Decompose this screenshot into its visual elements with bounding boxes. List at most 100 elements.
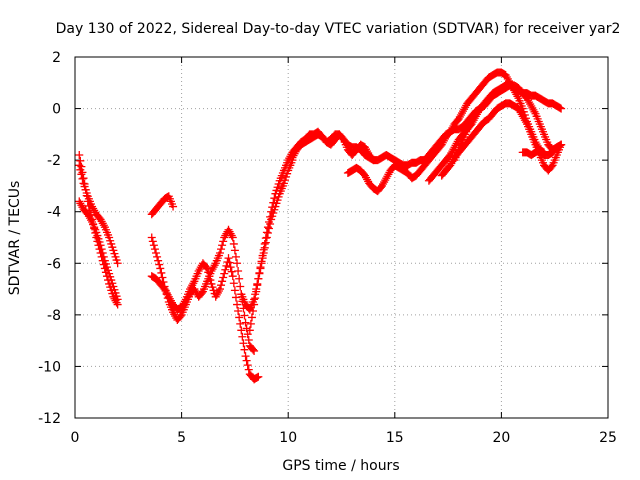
data-point-marker <box>234 306 243 315</box>
data-point-marker <box>98 248 107 257</box>
series-track-8 <box>245 127 378 335</box>
data-point-marker <box>540 148 549 157</box>
data-point-marker <box>147 233 156 242</box>
data-point-marker <box>152 248 161 257</box>
data-point-marker <box>530 107 539 116</box>
data-markers <box>75 68 566 384</box>
data-point-marker <box>214 287 223 296</box>
data-point-marker <box>270 194 279 203</box>
data-point-marker <box>240 311 249 320</box>
data-point-marker <box>228 233 237 242</box>
data-point-marker <box>235 313 244 322</box>
data-point-marker <box>215 285 224 294</box>
data-point-marker <box>259 245 268 254</box>
data-point-marker <box>220 269 229 278</box>
data-point-marker <box>231 252 240 261</box>
data-point-marker <box>180 297 189 306</box>
data-point-marker <box>244 335 253 344</box>
data-point-marker <box>242 356 251 365</box>
data-point-marker <box>239 339 248 348</box>
data-point-marker <box>237 326 246 335</box>
x-tick-label: 25 <box>599 430 617 446</box>
data-point-marker <box>111 296 120 305</box>
y-tick-label: 0 <box>52 102 61 118</box>
data-point-marker <box>227 231 236 240</box>
data-point-marker <box>227 267 236 276</box>
data-point-marker <box>226 263 235 272</box>
data-point-marker <box>269 198 278 207</box>
data-point-marker <box>217 245 226 254</box>
y-tick-label: -10 <box>38 359 61 375</box>
data-point-marker <box>75 150 84 159</box>
data-point-marker <box>221 265 230 274</box>
data-point-marker <box>262 228 271 237</box>
chart-title: Day 130 of 2022, Sidereal Day-to-day VTE… <box>56 21 621 37</box>
data-point-marker <box>258 251 267 260</box>
data-point-marker <box>215 248 224 257</box>
data-point-marker <box>255 268 264 277</box>
data-point-marker <box>260 239 269 248</box>
data-point-marker <box>268 203 277 212</box>
x-tick-label: 0 <box>71 430 80 446</box>
data-point-marker <box>557 140 566 149</box>
data-point-marker <box>249 306 258 315</box>
data-point-marker <box>149 241 158 250</box>
data-point-marker <box>97 245 106 254</box>
data-point-marker <box>113 295 122 304</box>
data-point-marker <box>233 300 242 309</box>
data-point-marker <box>206 276 215 285</box>
data-point-marker <box>254 274 263 283</box>
data-point-marker <box>204 268 213 277</box>
data-point-marker <box>218 277 227 286</box>
data-point-marker <box>240 345 249 354</box>
data-point-marker <box>219 273 228 282</box>
data-point-marker <box>236 282 245 291</box>
data-point-marker <box>189 279 198 288</box>
data-point-marker <box>557 104 566 113</box>
data-point-marker <box>253 281 262 290</box>
data-point-marker <box>230 246 239 255</box>
plot-frame <box>74 56 609 419</box>
data-point-marker <box>521 118 530 127</box>
axis-ticks: 0 5 10 15 20 25 -12 -10 -8 -6 -4 -2 0 2 <box>38 50 617 446</box>
data-point-marker <box>155 260 164 269</box>
x-tick-label: 5 <box>177 430 186 446</box>
data-point-marker <box>246 319 255 328</box>
series-track-3 <box>75 197 122 304</box>
data-point-marker <box>245 326 254 335</box>
data-point-marker <box>76 156 85 165</box>
series-track-2 <box>75 161 122 268</box>
y-tick-label: -8 <box>47 308 61 324</box>
data-point-marker <box>251 294 260 303</box>
data-point-marker <box>203 264 212 273</box>
data-point-marker <box>261 234 270 243</box>
data-point-marker <box>224 254 233 263</box>
series-track-13 <box>450 81 566 165</box>
data-point-marker <box>257 257 266 266</box>
data-point-marker <box>99 221 108 230</box>
data-point-marker <box>99 252 108 261</box>
data-point-marker <box>228 272 237 281</box>
data-point-marker <box>150 245 159 254</box>
data-point-marker <box>77 170 86 179</box>
data-point-marker <box>153 252 162 261</box>
data-point-marker <box>78 174 87 183</box>
y-tick-label: -6 <box>47 256 61 272</box>
data-point-marker <box>76 165 85 174</box>
y-tick-label: -12 <box>38 411 61 427</box>
data-point-marker <box>241 352 250 361</box>
x-tick-label: 15 <box>386 430 404 446</box>
data-point-marker <box>157 268 166 277</box>
data-point-marker <box>250 346 259 355</box>
data-point-marker <box>86 216 95 225</box>
data-point-marker <box>219 237 228 246</box>
y-tick-label: -4 <box>47 205 61 221</box>
data-point-marker <box>235 274 244 283</box>
data-point-marker <box>205 272 214 281</box>
data-point-marker <box>238 332 247 341</box>
data-point-marker <box>244 365 253 374</box>
x-tick-label: 10 <box>279 430 297 446</box>
data-point-marker <box>243 361 252 370</box>
data-point-marker <box>266 212 275 221</box>
